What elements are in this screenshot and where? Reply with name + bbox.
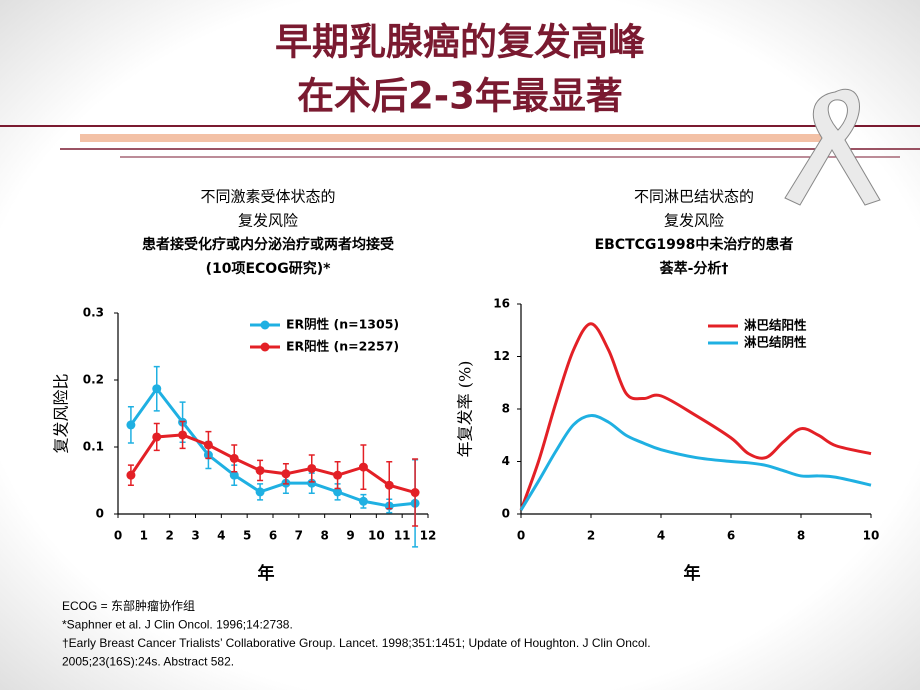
x-tick-label: 4	[657, 529, 665, 543]
footnote: 2005;23(16S):24s. Abstract 582.	[62, 655, 234, 669]
marker	[229, 470, 239, 480]
chart-title: (10项ECOG研究)*	[206, 260, 332, 277]
x-tick-label: 7	[295, 529, 303, 543]
y-tick-label: 12	[493, 349, 510, 363]
ribbon-icon	[784, 89, 881, 206]
y-tick-label: 0	[502, 507, 510, 521]
x-axis-label: 年	[684, 563, 701, 584]
x-tick-label: 12	[420, 529, 437, 543]
marker	[255, 487, 265, 497]
y-tick-label: 16	[493, 297, 510, 311]
x-tick-label: 6	[269, 529, 277, 543]
x-tick-label: 5	[243, 529, 251, 543]
legend-marker	[260, 342, 270, 352]
chart-title: 复发风险	[238, 212, 298, 230]
x-tick-label: 8	[320, 529, 328, 543]
x-tick-label: 2	[165, 529, 173, 543]
x-tick-label: 2	[587, 529, 595, 543]
marker	[281, 469, 291, 479]
chart-title: 患者接受化疗或内分泌治疗或两者均接受	[142, 236, 394, 253]
chart-title: 荟萃-分析†	[659, 260, 729, 277]
marker	[152, 384, 162, 394]
legend-label: 淋巴结阳性	[744, 318, 807, 333]
x-tick-label: 9	[346, 529, 354, 543]
legend-label: 淋巴结阴性	[744, 335, 807, 350]
series-line	[519, 322, 872, 511]
footnote: *Saphner et al. J Clin Oncol. 1996;14:27…	[62, 618, 293, 632]
slide-title: 在术后2-3年最显著	[297, 75, 623, 118]
legend-label: ER阳性 (n=2257)	[286, 339, 399, 354]
x-tick-label: 1	[140, 529, 148, 543]
marker	[358, 462, 368, 472]
y-axis-label: 复发风险比	[52, 373, 71, 453]
chart-title: 不同激素受体状态的	[200, 188, 335, 206]
x-tick-label: 8	[797, 529, 805, 543]
marker	[333, 487, 343, 497]
x-tick-label: 10	[368, 529, 385, 543]
chart-title: 不同淋巴结状态的	[634, 188, 754, 206]
x-tick-label: 6	[727, 529, 735, 543]
y-tick-label: 0.1	[83, 440, 104, 454]
marker	[203, 440, 213, 450]
marker	[307, 463, 317, 473]
y-axis-label: 年复发率 (%)	[456, 361, 475, 458]
y-tick-label: 8	[502, 402, 510, 416]
y-tick-label: 4	[502, 454, 510, 468]
marker	[333, 470, 343, 480]
chart-title: 复发风险	[664, 212, 724, 230]
x-tick-label: 3	[191, 529, 199, 543]
marker	[152, 432, 162, 442]
legend-label: ER阴性 (n=1305)	[286, 317, 399, 332]
y-tick-label: 0	[96, 507, 104, 521]
chart-title: EBCTCG1998中未治疗的患者	[595, 236, 794, 253]
slide-title: 早期乳腺癌的复发高峰	[275, 21, 645, 64]
x-tick-label: 10	[863, 529, 880, 543]
x-tick-label: 11	[394, 529, 411, 543]
footnote: ECOG = 东部肿瘤协作组	[62, 598, 195, 613]
legend-marker	[260, 320, 270, 330]
footnote: †Early Breast Cancer Trialists’ Collabor…	[62, 636, 651, 650]
marker	[229, 453, 239, 463]
marker	[255, 465, 265, 475]
marker	[410, 488, 420, 498]
marker	[384, 480, 394, 490]
x-tick-label: 0	[114, 529, 122, 543]
x-tick-label: 4	[217, 529, 225, 543]
marker	[126, 420, 136, 430]
y-tick-label: 0.2	[83, 373, 104, 387]
y-tick-label: 0.3	[83, 306, 104, 320]
marker	[307, 478, 317, 488]
series-line	[519, 414, 872, 511]
marker	[126, 470, 136, 480]
x-axis-label: 年	[258, 563, 275, 584]
x-tick-label: 0	[517, 529, 525, 543]
header-rules	[0, 125, 920, 158]
marker	[178, 430, 188, 440]
marker	[358, 496, 368, 506]
